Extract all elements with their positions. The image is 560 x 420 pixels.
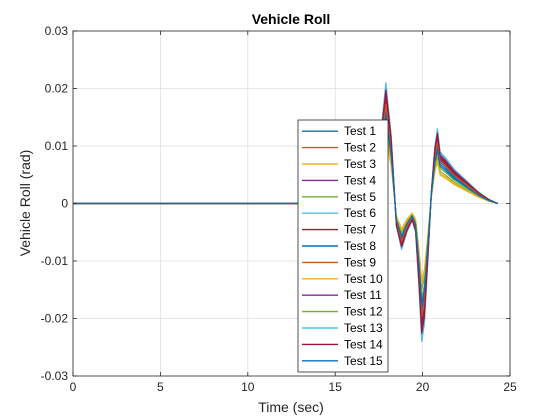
- series-line-test-9: [73, 103, 498, 318]
- y-tick-label: 0.03: [45, 24, 69, 38]
- legend-label: Test 13: [344, 321, 383, 335]
- legend-label: Test 10: [344, 272, 383, 286]
- y-axis-label: Vehicle Roll (rad): [17, 150, 33, 257]
- series-line-test-4: [73, 100, 498, 322]
- x-tick-label: 0: [70, 380, 77, 394]
- legend-label: Test 5: [344, 190, 376, 204]
- x-tick-label: 25: [503, 380, 517, 394]
- x-tick-label: 15: [329, 380, 343, 394]
- series-line-test-11: [73, 91, 498, 332]
- series-line-test-8: [73, 111, 498, 309]
- series-line-test-12: [73, 120, 498, 298]
- y-tick-label: 0.01: [45, 139, 69, 153]
- legend-label: Test 4: [344, 173, 376, 187]
- legend-label: Test 6: [344, 206, 376, 220]
- chart-title: Vehicle Roll: [252, 11, 331, 27]
- y-tick-label: -0.02: [41, 312, 69, 326]
- legend-label: Test 3: [344, 157, 376, 171]
- legend-label: Test 12: [344, 305, 383, 319]
- series-line-test-15: [73, 115, 498, 304]
- series-lines: [73, 82, 499, 343]
- legend-label: Test 2: [344, 141, 376, 155]
- legend-label: Test 11: [344, 288, 382, 302]
- x-tick-label: 10: [241, 380, 255, 394]
- legend-label: Test 1: [344, 124, 376, 138]
- x-axis-label: Time (sec): [258, 399, 324, 415]
- series-line-test-13: [73, 82, 499, 343]
- series-line-test-7: [73, 96, 498, 326]
- legend-label: Test 14: [344, 337, 383, 351]
- series-line-test-1: [73, 106, 498, 315]
- y-tick-label: 0.02: [45, 82, 69, 96]
- legend-label: Test 8: [344, 239, 376, 253]
- y-tick-label: 0: [61, 197, 68, 211]
- ticks: 0 5 10 15 20 25 -0.03 -0.02 -0.01 0 0.01 0.02 0.03: [41, 24, 517, 394]
- legend: Test 1 Test 2 Test 3 Test 4 Test 5 Test 6 Test…: [297, 119, 389, 373]
- x-tick-label: 5: [157, 380, 164, 394]
- series-line-test-2: [73, 94, 498, 329]
- series-line-test-14: [73, 89, 498, 334]
- legend-label: Test 7: [344, 223, 376, 237]
- y-tick-label: -0.03: [41, 369, 69, 383]
- x-tick-label: 20: [416, 380, 430, 394]
- series-line-test-6: [73, 84, 499, 340]
- legend-label: Test 9: [344, 255, 376, 269]
- y-tick-label: -0.01: [41, 254, 69, 268]
- legend-label: Test 15: [344, 354, 383, 368]
